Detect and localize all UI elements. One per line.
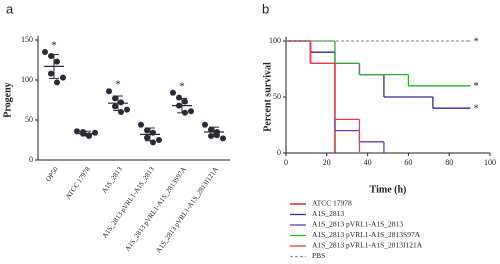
significance: * bbox=[474, 103, 479, 114]
data-point bbox=[106, 88, 112, 95]
data-point bbox=[112, 95, 118, 102]
data-point bbox=[54, 79, 60, 86]
legend-label: PBS bbox=[312, 251, 325, 260]
x-tick-label: OP50 bbox=[44, 165, 60, 183]
data-point bbox=[48, 70, 54, 77]
significance: * bbox=[474, 81, 479, 92]
y-tick-label: 100 bbox=[269, 36, 281, 45]
significance: * bbox=[474, 36, 479, 47]
y-tick-label: 0 bbox=[29, 155, 33, 164]
data-point bbox=[176, 94, 182, 101]
data-point bbox=[60, 74, 66, 81]
significance: * bbox=[115, 79, 121, 91]
data-point bbox=[54, 58, 60, 65]
y-tick-label: 0 bbox=[277, 148, 281, 157]
y-axis-title: Progeny bbox=[2, 82, 13, 117]
x-tick-label: 60 bbox=[404, 158, 412, 167]
data-point bbox=[138, 121, 144, 128]
data-point bbox=[188, 108, 194, 115]
data-point bbox=[202, 121, 208, 128]
y-tick-label: 50 bbox=[25, 115, 33, 124]
survival-point bbox=[468, 40, 471, 42]
x-tick-label: 80 bbox=[445, 158, 453, 167]
data-point bbox=[150, 139, 156, 146]
x-axis-title: Time (h) bbox=[370, 184, 407, 195]
survival-point bbox=[468, 107, 471, 109]
legend-label: ATCC 17978 bbox=[312, 199, 352, 208]
data-point bbox=[182, 98, 188, 105]
data-point bbox=[42, 49, 48, 55]
legend-label: A1S_2813 bbox=[312, 209, 344, 218]
data-point bbox=[74, 128, 80, 135]
survival-point bbox=[383, 152, 385, 154]
survival-point bbox=[468, 85, 471, 87]
legend-label: A1S_2813 pVRL1-A1S_2813S97A bbox=[312, 230, 421, 239]
legend-label: A1S_2813 pVRL1-A1S_2813 bbox=[312, 220, 403, 229]
survival-point bbox=[358, 152, 361, 154]
data-point bbox=[124, 106, 130, 113]
x-tick-label: A1S_2813 pVRL1-A1S_2813S97A bbox=[124, 165, 188, 252]
data-point bbox=[170, 89, 176, 96]
x-tick-label: 100 bbox=[484, 158, 496, 167]
x-tick-label: A1S_2813 pVRL1-A1S_2813I121A bbox=[154, 165, 220, 254]
panel-label: b bbox=[262, 1, 269, 16]
x-tick-label: 40 bbox=[364, 158, 372, 167]
data-point bbox=[156, 137, 162, 143]
survival-point bbox=[334, 152, 336, 154]
data-point bbox=[92, 129, 98, 136]
data-point bbox=[118, 99, 124, 106]
panel-label: a bbox=[6, 1, 14, 16]
y-tick-label: 50 bbox=[273, 92, 281, 101]
x-tick-label: A1S_2813 bbox=[100, 165, 124, 195]
data-point bbox=[208, 133, 214, 139]
significance: * bbox=[51, 40, 57, 52]
x-tick-label: 20 bbox=[323, 158, 331, 167]
data-point bbox=[112, 103, 118, 110]
x-tick-label: 0 bbox=[284, 158, 288, 167]
y-tick-label: 150 bbox=[21, 35, 33, 44]
data-point bbox=[208, 126, 214, 133]
data-point bbox=[144, 127, 150, 134]
x-tick-label: ATCC 17978 bbox=[64, 165, 92, 200]
legend-label: A1S_2813 pVRL1-A1S_2813I121A bbox=[312, 241, 423, 250]
data-point bbox=[144, 134, 150, 141]
data-point bbox=[220, 135, 226, 142]
significance: * bbox=[179, 80, 185, 92]
y-axis-title: Percent survival bbox=[262, 62, 273, 132]
y-tick-label: 100 bbox=[21, 75, 33, 84]
